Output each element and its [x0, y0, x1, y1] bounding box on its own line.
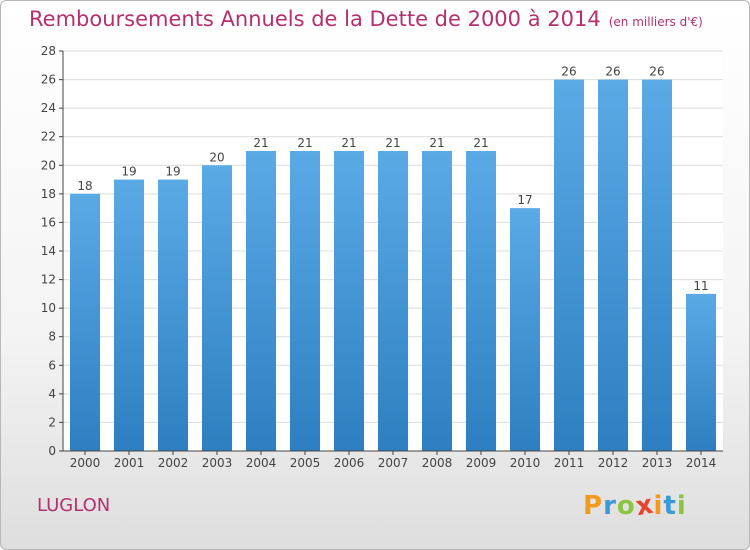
- chart-title-main: Remboursements Annuels de la Dette de 20…: [29, 7, 601, 31]
- x-tick-label: 2004: [246, 456, 277, 470]
- data-label: 26: [605, 65, 620, 79]
- x-tick-label: 2008: [422, 456, 453, 470]
- data-label: 20: [209, 150, 224, 164]
- data-label: 26: [561, 65, 576, 79]
- y-tick-label: 14: [41, 244, 56, 258]
- data-label: 21: [297, 136, 312, 150]
- x-tick-label: 2002: [158, 456, 189, 470]
- y-tick-label: 8: [48, 330, 56, 344]
- x-tick-label: 2007: [378, 456, 409, 470]
- x-tick-label: 2010: [510, 456, 541, 470]
- bar-2008: [422, 151, 452, 451]
- bar-2001: [114, 179, 144, 452]
- bar-2009: [466, 151, 496, 451]
- y-tick-label: 6: [48, 358, 56, 372]
- bar-2002: [158, 179, 188, 452]
- x-tick-label: 2011: [554, 456, 585, 470]
- bar-2000: [70, 193, 100, 451]
- x-tick-label: 2012: [598, 456, 629, 470]
- bar-2007: [378, 151, 408, 451]
- logo-letter: t: [663, 491, 677, 521]
- logo-letter: P: [583, 491, 604, 521]
- data-label: 11: [693, 279, 708, 293]
- bar-2003: [202, 165, 232, 452]
- y-tick-label: 28: [41, 44, 56, 58]
- logo-letter: i: [676, 491, 687, 521]
- data-label: 21: [473, 136, 488, 150]
- y-tick-label: 18: [41, 187, 56, 201]
- x-tick-label: 2001: [114, 456, 145, 470]
- data-label: 19: [121, 165, 136, 179]
- y-tick-label: 24: [41, 101, 56, 115]
- bar-2010: [510, 208, 540, 451]
- y-tick-label: 12: [41, 273, 56, 287]
- x-tick-label: 2005: [290, 456, 321, 470]
- data-label: 21: [253, 136, 268, 150]
- bar-2004: [246, 151, 276, 451]
- logo-letter: o: [616, 491, 636, 521]
- x-tick-label: 2006: [334, 456, 365, 470]
- y-tick-label: 10: [41, 301, 56, 315]
- data-label: 21: [385, 136, 400, 150]
- bar-2005: [290, 151, 320, 451]
- chart-title-unit: (en milliers d'€): [608, 15, 703, 29]
- bar-2013: [642, 79, 672, 452]
- data-label: 18: [77, 179, 92, 193]
- x-tick-label: 2003: [202, 456, 233, 470]
- y-tick-label: 16: [41, 215, 56, 229]
- y-tick-label: 0: [48, 444, 56, 458]
- bar-2012: [598, 79, 628, 452]
- data-label: 17: [517, 193, 532, 207]
- x-tick-label: 2013: [642, 456, 673, 470]
- bar-2014: [686, 293, 716, 451]
- data-label: 26: [649, 65, 664, 79]
- bar-2011: [554, 79, 584, 452]
- city-name: LUGLON: [37, 495, 111, 516]
- x-tick-label: 2014: [686, 456, 717, 470]
- y-tick-label: 26: [41, 73, 56, 87]
- chart-title: Remboursements Annuels de la Dette de 20…: [29, 7, 703, 31]
- data-label: 19: [165, 165, 180, 179]
- y-tick-label: 22: [41, 130, 56, 144]
- y-tick-label: 20: [41, 158, 56, 172]
- proxiti-logo: Proxiti: [583, 490, 687, 523]
- logo-letter: i: [653, 491, 664, 521]
- data-label: 21: [429, 136, 444, 150]
- x-tick-label: 2000: [70, 456, 101, 470]
- y-tick-label: 2: [48, 415, 56, 429]
- x-tick-label: 2009: [466, 456, 497, 470]
- data-label: 21: [341, 136, 356, 150]
- bar-2006: [334, 151, 364, 451]
- y-tick-label: 4: [48, 387, 56, 401]
- logo-letter: r: [603, 491, 617, 521]
